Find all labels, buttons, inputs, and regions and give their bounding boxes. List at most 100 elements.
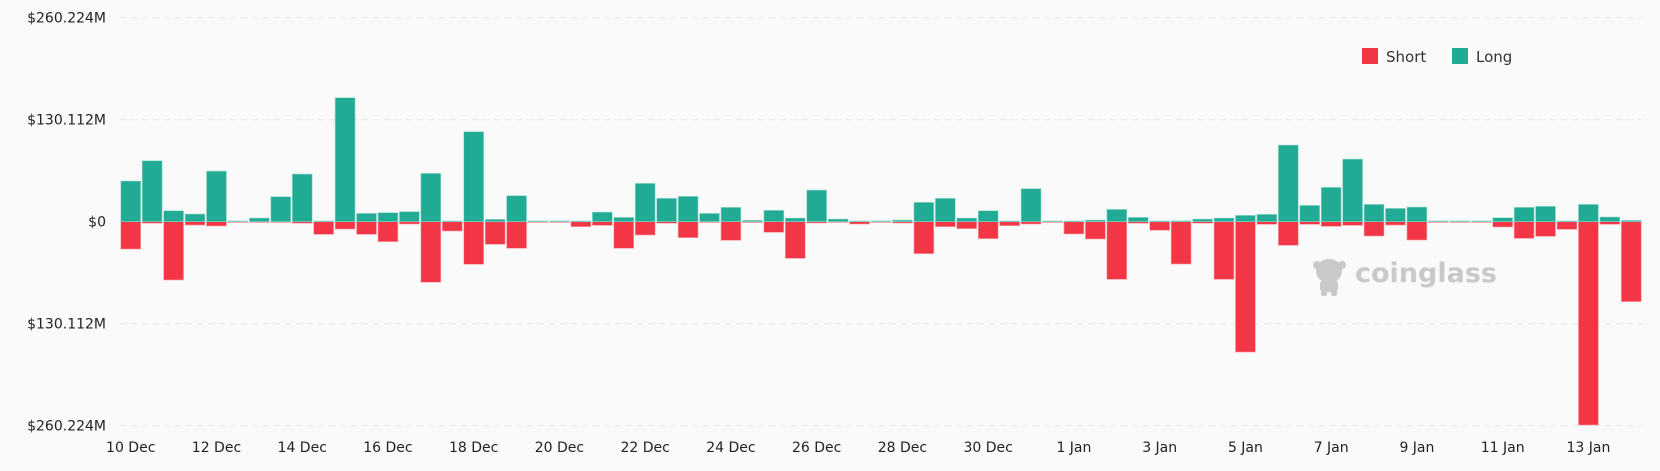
long-bar[interactable]: [1235, 215, 1256, 222]
short-bar[interactable]: [1492, 221, 1513, 228]
short-bar[interactable]: [677, 221, 699, 238]
short-bar[interactable]: [377, 221, 399, 242]
short-bar[interactable]: [506, 221, 527, 249]
long-bar[interactable]: [1578, 204, 1599, 222]
short-bar[interactable]: [184, 221, 206, 226]
long-bar[interactable]: [849, 220, 870, 222]
long-bar[interactable]: [1106, 209, 1128, 222]
short-bar[interactable]: [1621, 221, 1642, 302]
short-bar[interactable]: [1299, 221, 1321, 225]
short-bar[interactable]: [613, 221, 635, 249]
short-bar[interactable]: [1599, 221, 1621, 225]
long-bar[interactable]: [227, 220, 249, 222]
short-bar[interactable]: [935, 221, 956, 228]
short-bar[interactable]: [1149, 221, 1170, 231]
short-bar[interactable]: [1535, 221, 1556, 237]
long-bar[interactable]: [956, 217, 978, 223]
long-bar[interactable]: [1320, 187, 1342, 223]
long-bar[interactable]: [1449, 220, 1471, 222]
long-bar[interactable]: [1213, 217, 1235, 223]
long-bar[interactable]: [1342, 158, 1363, 223]
long-bar[interactable]: [977, 210, 999, 222]
short-bar[interactable]: [1085, 221, 1106, 240]
long-bar[interactable]: [399, 211, 420, 223]
short-bar[interactable]: [570, 221, 592, 228]
short-bar[interactable]: [356, 221, 377, 235]
long-bar[interactable]: [184, 213, 206, 223]
long-bar[interactable]: [1042, 220, 1063, 222]
short-bar[interactable]: [634, 221, 656, 236]
long-bar[interactable]: [356, 213, 377, 223]
long-bar[interactable]: [1535, 206, 1556, 223]
short-bar[interactable]: [1278, 221, 1299, 246]
long-bar[interactable]: [506, 195, 527, 222]
short-bar[interactable]: [334, 221, 356, 230]
long-bar[interactable]: [1556, 220, 1578, 222]
long-bar[interactable]: [249, 217, 270, 223]
long-bar[interactable]: [1621, 220, 1642, 223]
long-bar[interactable]: [1085, 219, 1106, 223]
short-bar[interactable]: [592, 221, 613, 226]
legend-item-short[interactable]: Short: [1362, 48, 1426, 66]
long-bar[interactable]: [592, 211, 613, 223]
legend-item-long[interactable]: Long: [1452, 48, 1512, 66]
long-bar[interactable]: [742, 220, 763, 223]
short-bar[interactable]: [1342, 221, 1363, 226]
short-bar[interactable]: [441, 221, 463, 232]
short-bar[interactable]: [999, 221, 1020, 226]
short-bar[interactable]: [1213, 221, 1235, 280]
long-bar[interactable]: [1020, 188, 1042, 222]
short-bar[interactable]: [463, 221, 484, 265]
long-bar[interactable]: [291, 173, 313, 223]
short-bar[interactable]: [120, 221, 141, 250]
long-bar[interactable]: [549, 220, 570, 222]
short-bar[interactable]: [313, 221, 334, 235]
short-bar[interactable]: [1556, 221, 1578, 230]
short-bar[interactable]: [1406, 221, 1428, 241]
short-bar[interactable]: [956, 221, 978, 229]
long-bar[interactable]: [999, 220, 1020, 222]
short-bar[interactable]: [849, 221, 870, 225]
short-bar[interactable]: [1256, 221, 1278, 225]
short-bar[interactable]: [1513, 221, 1535, 239]
short-bar[interactable]: [1320, 221, 1342, 227]
long-bar[interactable]: [313, 220, 334, 222]
long-bar[interactable]: [1299, 205, 1321, 222]
long-bar[interactable]: [1513, 207, 1535, 222]
long-bar[interactable]: [634, 183, 656, 223]
long-bar[interactable]: [270, 196, 292, 223]
short-bar[interactable]: [420, 221, 442, 283]
long-bar[interactable]: [870, 220, 892, 222]
short-bar[interactable]: [1385, 221, 1406, 226]
long-bar[interactable]: [441, 220, 463, 222]
long-bar[interactable]: [141, 160, 163, 223]
short-bar[interactable]: [1020, 221, 1042, 225]
long-bar[interactable]: [1063, 220, 1085, 222]
long-bar[interactable]: [1170, 220, 1192, 222]
long-bar[interactable]: [1192, 218, 1213, 223]
short-bar[interactable]: [163, 221, 184, 281]
long-bar[interactable]: [699, 213, 720, 223]
long-bar[interactable]: [1406, 206, 1428, 223]
short-bar[interactable]: [1363, 221, 1385, 237]
short-bar[interactable]: [1235, 221, 1256, 353]
long-bar[interactable]: [613, 217, 635, 223]
long-bar[interactable]: [377, 212, 399, 223]
long-bar[interactable]: [163, 210, 184, 222]
long-bar[interactable]: [1470, 220, 1492, 222]
long-bar[interactable]: [656, 198, 677, 223]
short-bar[interactable]: [720, 221, 742, 241]
long-bar[interactable]: [1127, 217, 1149, 223]
short-bar[interactable]: [399, 221, 420, 225]
short-bar[interactable]: [1063, 221, 1085, 235]
long-bar[interactable]: [1492, 217, 1513, 222]
long-bar[interactable]: [827, 218, 849, 223]
long-bar[interactable]: [935, 198, 956, 223]
short-bar[interactable]: [1170, 221, 1192, 265]
long-bar[interactable]: [206, 170, 227, 223]
long-bar[interactable]: [1278, 144, 1299, 223]
long-bar[interactable]: [1599, 216, 1621, 222]
long-bar[interactable]: [677, 196, 699, 223]
long-bar[interactable]: [570, 220, 592, 222]
short-bar[interactable]: [484, 221, 506, 245]
